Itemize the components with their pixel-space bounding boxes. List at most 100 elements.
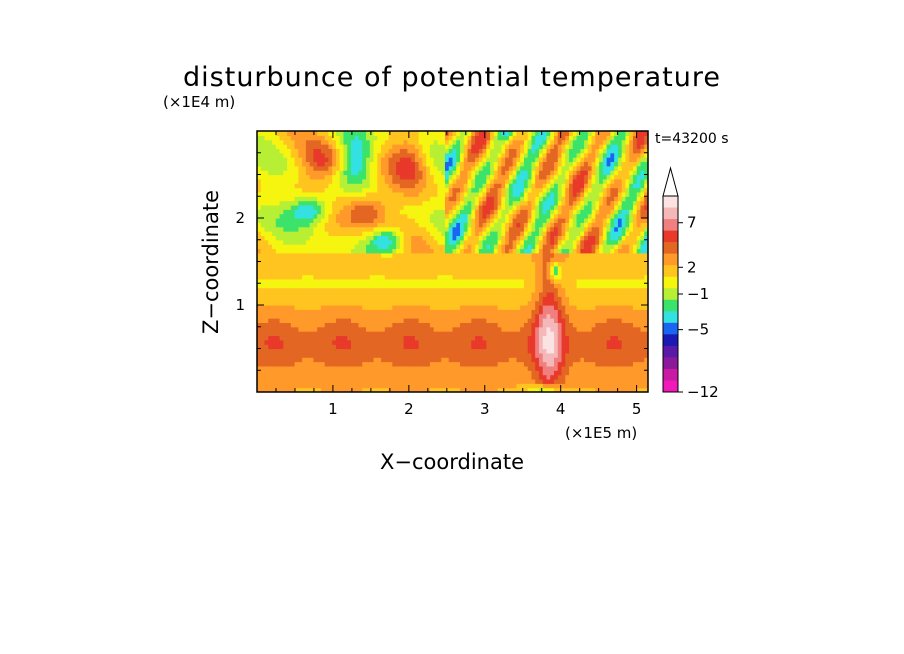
- heatmap-cell: [305, 365, 311, 371]
- heatmap-cell: [279, 309, 284, 315]
- heatmap-cell: [373, 244, 378, 250]
- heatmap-cell: [535, 218, 540, 223]
- heatmap-cell: [422, 361, 427, 367]
- heatmap-cell: [358, 204, 363, 210]
- heatmap-cell: [388, 170, 393, 176]
- heatmap-cell: [497, 374, 502, 380]
- heatmap-cell: [538, 318, 544, 323]
- heatmap-cell: [437, 148, 442, 154]
- heatmap-cell: [373, 370, 378, 376]
- heatmap-cell: [290, 326, 296, 332]
- heatmap-cell: [283, 352, 288, 358]
- heatmap-cell: [407, 161, 412, 167]
- heatmap-cell: [354, 291, 360, 297]
- heatmap-cell: [475, 331, 480, 337]
- heatmap-cell: [437, 313, 442, 319]
- heatmap-cell: [523, 278, 529, 284]
- heatmap-cell: [471, 222, 476, 228]
- heatmap-cell: [343, 296, 348, 302]
- heatmap-cell: [260, 300, 266, 306]
- heatmap-cell: [542, 218, 548, 223]
- heatmap-cell: [272, 218, 277, 223]
- heatmap-cell: [396, 183, 401, 189]
- heatmap-cell: [384, 135, 390, 141]
- heatmap-cell: [339, 165, 345, 171]
- heatmap-cell: [520, 352, 525, 358]
- heatmap-cell: [358, 318, 363, 323]
- heatmap-cell: [561, 213, 566, 219]
- heatmap-cell: [561, 222, 566, 228]
- heatmap-cell: [463, 183, 469, 189]
- heatmap-cell: [362, 244, 367, 250]
- heatmap-cell: [358, 213, 363, 219]
- heatmap-cell: [399, 374, 405, 380]
- heatmap-cell: [388, 222, 393, 228]
- heatmap-cell: [467, 213, 472, 219]
- heatmap-cell: [373, 135, 378, 141]
- heatmap-cell: [418, 322, 424, 328]
- heatmap-cell: [362, 235, 367, 241]
- heatmap-cell: [328, 200, 333, 206]
- heatmap-cell: [523, 331, 529, 337]
- heatmap-cell: [497, 296, 502, 302]
- heatmap-cell: [264, 374, 269, 380]
- heatmap-cell: [441, 148, 446, 154]
- heatmap-cell: [373, 339, 378, 345]
- heatmap-cell: [550, 339, 555, 345]
- heatmap-cell: [467, 322, 472, 328]
- heatmap-cell: [377, 161, 382, 167]
- heatmap-cell: [377, 165, 382, 171]
- heatmap-cell: [268, 144, 273, 149]
- heatmap-cell: [490, 335, 495, 341]
- heatmap-cell: [399, 348, 405, 354]
- heatmap-cell: [369, 135, 375, 141]
- heatmap-cell: [561, 387, 566, 392]
- heatmap-cell: [441, 318, 446, 323]
- heatmap-cell: [422, 144, 427, 149]
- heatmap-cell: [569, 335, 574, 341]
- heatmap-cell: [283, 331, 288, 337]
- heatmap-cell: [392, 178, 397, 184]
- heatmap-cell: [463, 257, 469, 263]
- heatmap-cell: [554, 270, 559, 276]
- heatmap-cell: [546, 213, 551, 219]
- heatmap-cell: [531, 300, 536, 306]
- heatmap-cell: [497, 183, 502, 189]
- heatmap-cell: [538, 187, 544, 193]
- heatmap-cell: [381, 261, 386, 267]
- heatmap-cell: [309, 178, 314, 184]
- heatmap-cell: [538, 352, 544, 358]
- heatmap-cell: [313, 378, 318, 384]
- heatmap-cell: [302, 144, 307, 149]
- heatmap-cell: [350, 131, 356, 136]
- heatmap-cell: [294, 374, 299, 380]
- heatmap-cell: [523, 148, 529, 154]
- heatmap-cell: [429, 135, 435, 141]
- heatmap-cell: [388, 331, 393, 337]
- heatmap-cell: [328, 383, 333, 389]
- heatmap-cell: [275, 326, 281, 332]
- heatmap-cell: [275, 187, 281, 193]
- heatmap-cell: [535, 313, 540, 319]
- heatmap-cell: [272, 204, 277, 210]
- heatmap-cell: [426, 357, 431, 363]
- heatmap-cell: [463, 300, 469, 306]
- heatmap-cell: [508, 374, 514, 380]
- heatmap-cell: [418, 239, 424, 245]
- heatmap-cell: [482, 283, 487, 289]
- heatmap-cell: [373, 152, 378, 158]
- heatmap-cell: [358, 361, 363, 367]
- heatmap-cell: [437, 361, 442, 367]
- heatmap-cell: [497, 218, 502, 223]
- heatmap-cell: [508, 183, 514, 189]
- heatmap-cell: [294, 131, 299, 136]
- heatmap-cell: [520, 165, 525, 171]
- heatmap-cell: [268, 152, 273, 158]
- heatmap-cell: [373, 213, 378, 219]
- heatmap-cell: [347, 352, 352, 358]
- heatmap-cell: [335, 265, 341, 271]
- heatmap-cell: [339, 196, 345, 202]
- heatmap-cell: [456, 331, 461, 337]
- heatmap-cell: [343, 170, 348, 176]
- heatmap-cell: [257, 309, 262, 315]
